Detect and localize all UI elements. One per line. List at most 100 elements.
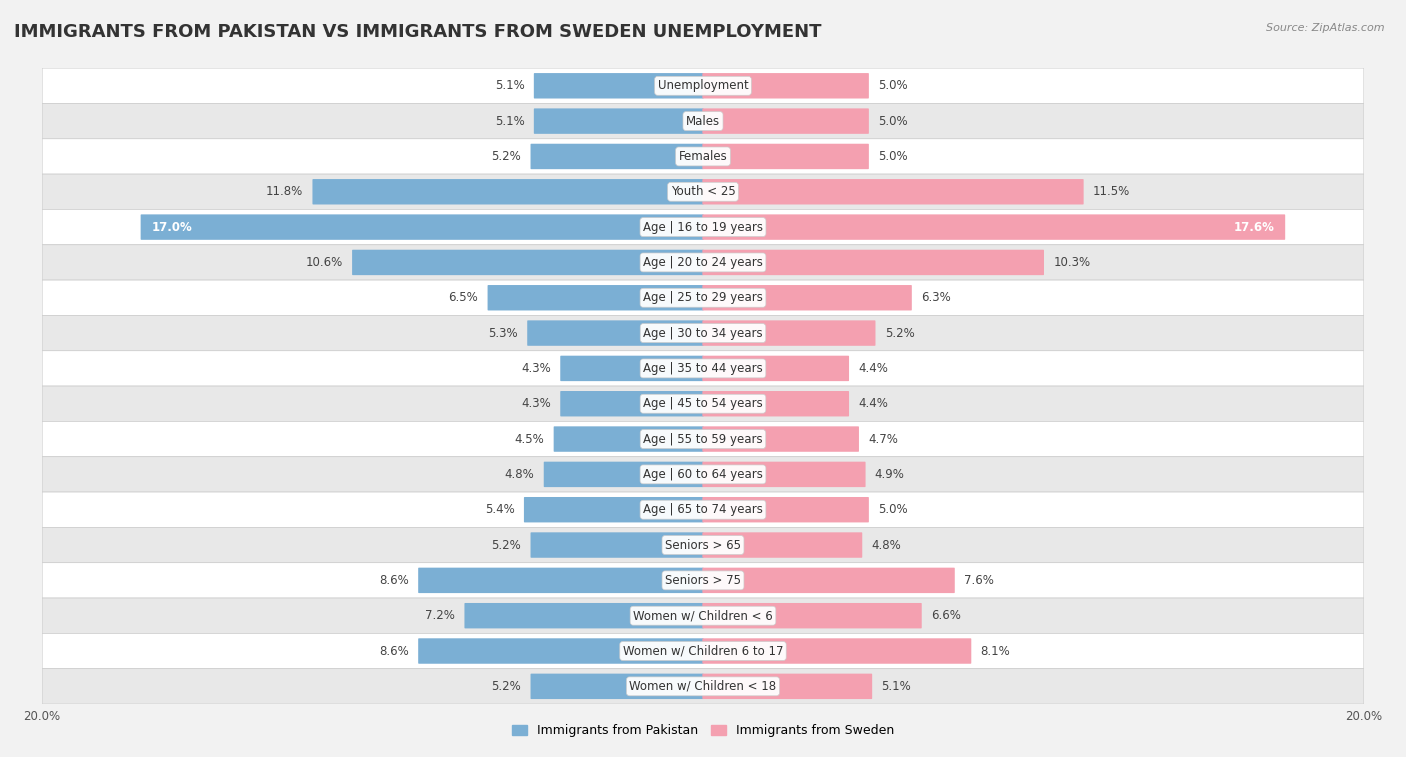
FancyBboxPatch shape: [703, 674, 872, 699]
FancyBboxPatch shape: [488, 285, 703, 310]
Text: 5.1%: 5.1%: [495, 114, 524, 128]
FancyBboxPatch shape: [312, 179, 703, 204]
Text: 10.3%: 10.3%: [1053, 256, 1091, 269]
Text: 5.0%: 5.0%: [879, 503, 908, 516]
Text: 8.1%: 8.1%: [980, 644, 1011, 658]
FancyBboxPatch shape: [42, 422, 1364, 456]
Text: Age | 45 to 54 years: Age | 45 to 54 years: [643, 397, 763, 410]
Text: 8.6%: 8.6%: [380, 644, 409, 658]
FancyBboxPatch shape: [560, 356, 703, 381]
FancyBboxPatch shape: [703, 144, 869, 169]
FancyBboxPatch shape: [352, 250, 703, 275]
FancyBboxPatch shape: [42, 210, 1364, 245]
FancyBboxPatch shape: [42, 245, 1364, 280]
Legend: Immigrants from Pakistan, Immigrants from Sweden: Immigrants from Pakistan, Immigrants fro…: [508, 719, 898, 743]
Text: Males: Males: [686, 114, 720, 128]
Text: 10.6%: 10.6%: [305, 256, 343, 269]
Text: 5.2%: 5.2%: [492, 150, 522, 163]
FancyBboxPatch shape: [42, 562, 1364, 598]
FancyBboxPatch shape: [703, 638, 972, 664]
FancyBboxPatch shape: [703, 73, 869, 98]
FancyBboxPatch shape: [42, 528, 1364, 562]
Text: Age | 30 to 34 years: Age | 30 to 34 years: [643, 326, 763, 340]
Text: 7.6%: 7.6%: [965, 574, 994, 587]
Text: Age | 25 to 29 years: Age | 25 to 29 years: [643, 291, 763, 304]
Text: Women w/ Children < 6: Women w/ Children < 6: [633, 609, 773, 622]
Text: 17.0%: 17.0%: [152, 220, 193, 234]
FancyBboxPatch shape: [42, 668, 1364, 704]
Text: Unemployment: Unemployment: [658, 79, 748, 92]
FancyBboxPatch shape: [703, 497, 869, 522]
Text: Age | 60 to 64 years: Age | 60 to 64 years: [643, 468, 763, 481]
FancyBboxPatch shape: [42, 456, 1364, 492]
FancyBboxPatch shape: [703, 179, 1084, 204]
Text: 6.5%: 6.5%: [449, 291, 478, 304]
Text: 7.2%: 7.2%: [426, 609, 456, 622]
Text: 4.4%: 4.4%: [858, 362, 889, 375]
FancyBboxPatch shape: [703, 603, 922, 628]
FancyBboxPatch shape: [42, 316, 1364, 350]
FancyBboxPatch shape: [534, 108, 703, 134]
FancyBboxPatch shape: [703, 391, 849, 416]
Text: 5.3%: 5.3%: [488, 326, 517, 340]
FancyBboxPatch shape: [42, 350, 1364, 386]
Text: Seniors > 65: Seniors > 65: [665, 538, 741, 552]
FancyBboxPatch shape: [42, 634, 1364, 668]
FancyBboxPatch shape: [544, 462, 703, 487]
Text: Age | 20 to 24 years: Age | 20 to 24 years: [643, 256, 763, 269]
Text: 17.6%: 17.6%: [1233, 220, 1275, 234]
Text: 4.3%: 4.3%: [522, 362, 551, 375]
FancyBboxPatch shape: [42, 492, 1364, 528]
FancyBboxPatch shape: [530, 144, 703, 169]
FancyBboxPatch shape: [42, 104, 1364, 139]
Text: 4.8%: 4.8%: [505, 468, 534, 481]
FancyBboxPatch shape: [703, 108, 869, 134]
FancyBboxPatch shape: [703, 214, 1285, 240]
FancyBboxPatch shape: [42, 174, 1364, 210]
FancyBboxPatch shape: [527, 320, 703, 346]
Text: 5.2%: 5.2%: [884, 326, 914, 340]
Text: 4.8%: 4.8%: [872, 538, 901, 552]
Text: 4.5%: 4.5%: [515, 432, 544, 446]
FancyBboxPatch shape: [464, 603, 703, 628]
Text: Females: Females: [679, 150, 727, 163]
Text: 4.4%: 4.4%: [858, 397, 889, 410]
Text: 5.0%: 5.0%: [879, 150, 908, 163]
FancyBboxPatch shape: [703, 285, 912, 310]
FancyBboxPatch shape: [534, 73, 703, 98]
FancyBboxPatch shape: [703, 532, 862, 558]
Text: Youth < 25: Youth < 25: [671, 185, 735, 198]
FancyBboxPatch shape: [141, 214, 703, 240]
Text: Age | 35 to 44 years: Age | 35 to 44 years: [643, 362, 763, 375]
Text: 6.6%: 6.6%: [931, 609, 960, 622]
FancyBboxPatch shape: [703, 320, 876, 346]
FancyBboxPatch shape: [42, 386, 1364, 422]
Text: 4.7%: 4.7%: [868, 432, 898, 446]
FancyBboxPatch shape: [418, 568, 703, 593]
Text: 8.6%: 8.6%: [380, 574, 409, 587]
FancyBboxPatch shape: [524, 497, 703, 522]
Text: IMMIGRANTS FROM PAKISTAN VS IMMIGRANTS FROM SWEDEN UNEMPLOYMENT: IMMIGRANTS FROM PAKISTAN VS IMMIGRANTS F…: [14, 23, 821, 41]
FancyBboxPatch shape: [703, 462, 866, 487]
Text: 5.1%: 5.1%: [495, 79, 524, 92]
Text: 6.3%: 6.3%: [921, 291, 950, 304]
Text: 4.3%: 4.3%: [522, 397, 551, 410]
Text: 5.0%: 5.0%: [879, 114, 908, 128]
FancyBboxPatch shape: [42, 139, 1364, 174]
FancyBboxPatch shape: [530, 674, 703, 699]
FancyBboxPatch shape: [703, 250, 1045, 275]
Text: 11.8%: 11.8%: [266, 185, 304, 198]
FancyBboxPatch shape: [418, 638, 703, 664]
Text: Women w/ Children < 18: Women w/ Children < 18: [630, 680, 776, 693]
Text: Women w/ Children 6 to 17: Women w/ Children 6 to 17: [623, 644, 783, 658]
Text: Seniors > 75: Seniors > 75: [665, 574, 741, 587]
FancyBboxPatch shape: [530, 532, 703, 558]
Text: 5.1%: 5.1%: [882, 680, 911, 693]
Text: 5.4%: 5.4%: [485, 503, 515, 516]
Text: 4.9%: 4.9%: [875, 468, 904, 481]
FancyBboxPatch shape: [703, 568, 955, 593]
Text: Source: ZipAtlas.com: Source: ZipAtlas.com: [1267, 23, 1385, 33]
Text: 5.0%: 5.0%: [879, 79, 908, 92]
FancyBboxPatch shape: [42, 598, 1364, 634]
Text: Age | 16 to 19 years: Age | 16 to 19 years: [643, 220, 763, 234]
